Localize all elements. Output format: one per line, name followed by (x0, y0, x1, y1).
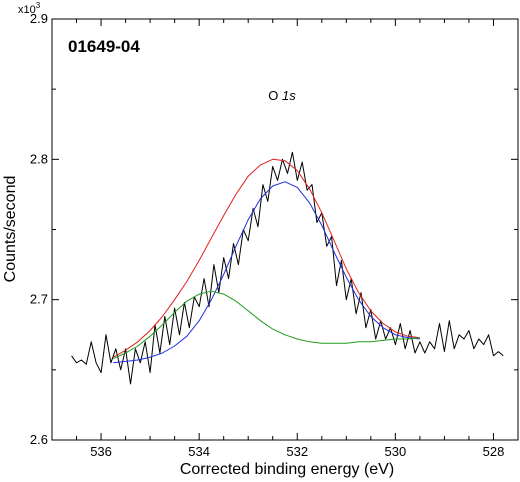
y-tick-label: 2.6 (30, 432, 48, 447)
plot-frame (51, 18, 519, 441)
series-layer (71, 151, 504, 385)
axis-ticks: 536 534 532 530 528 2.6 2.7 2.8 2.9 (30, 11, 519, 459)
x-tick-label: 528 (483, 444, 505, 459)
peak-annotation: O 1s (268, 88, 296, 103)
x-tick-label: 536 (90, 444, 112, 459)
envelope-fit-line (113, 158, 420, 358)
x-tick-label: 534 (188, 444, 210, 459)
y-tick-label: 2.7 (30, 292, 48, 307)
x-tick-label: 530 (385, 444, 407, 459)
y-tick-label: 2.8 (30, 151, 48, 166)
raw-data-line (71, 151, 504, 385)
main-peak-line (113, 181, 420, 364)
x-tick-label: 532 (286, 444, 308, 459)
sample-id-label: 01649-04 (68, 37, 140, 56)
y-tick-label: 2.9 (30, 11, 48, 26)
y-axis-title: Counts/second (2, 176, 19, 283)
secondary-peak-line (113, 290, 420, 360)
axis-multiplier: x103 (18, 1, 41, 16)
x-axis-title: Corrected binding energy (eV) (180, 461, 394, 478)
